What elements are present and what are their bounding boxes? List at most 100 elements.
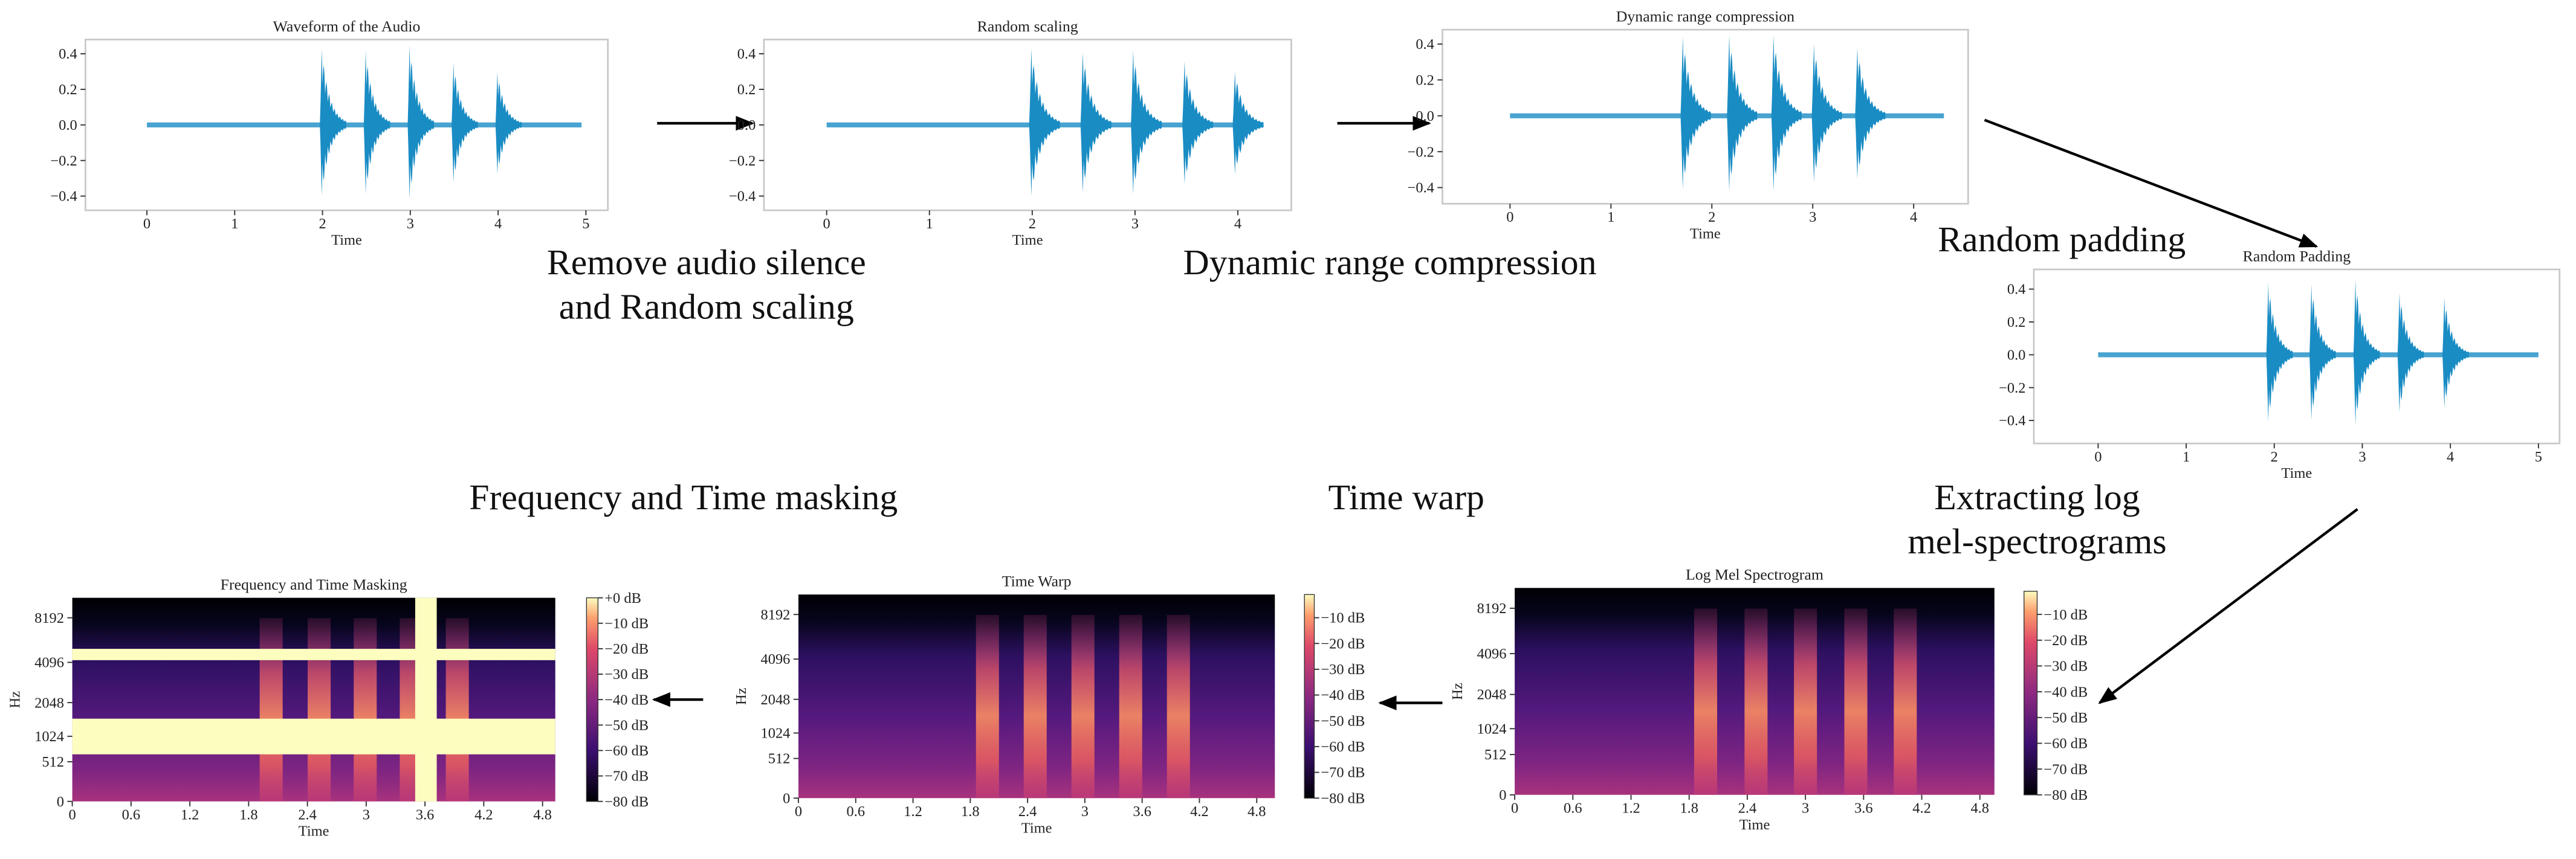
waveform-burst [2353, 279, 2380, 425]
x-tick-label: 3 [407, 216, 414, 232]
x-tick-label: 4.2 [1912, 800, 1931, 817]
x-tick-label: 0 [2094, 449, 2102, 465]
y-tick-label: 8192 [761, 606, 791, 623]
panel-title: Log Mel Spectrogram [1686, 566, 1824, 584]
spectrogram-event [1071, 614, 1095, 799]
x-tick-label: 5 [2535, 449, 2542, 465]
x-tick-label: 3 [1081, 803, 1089, 820]
colorbar-tick-label: +0 dB [604, 590, 641, 606]
x-tick-label: 3.6 [1854, 800, 1873, 817]
panel-title: Random Padding [2243, 247, 2351, 265]
y-tick-label: 8192 [34, 610, 64, 626]
colorbar-tick-label: −40 dB [2044, 684, 2088, 700]
spectrogram-event [1894, 608, 1917, 795]
time-mask [415, 597, 437, 802]
waveform-burst [407, 45, 435, 200]
y-tick-label: 0 [1499, 787, 1506, 803]
step-label: Random padding [1938, 219, 2186, 259]
x-tick-label: 4.8 [1248, 803, 1266, 820]
waveform-burst [1080, 52, 1112, 193]
spectrogram-event [1167, 614, 1190, 799]
colorbar [586, 597, 599, 802]
x-tick-label: 3 [1131, 216, 1139, 232]
y-tick-label: 0.0 [2007, 347, 2026, 363]
x-axis-label: Time [1012, 232, 1043, 248]
colorbar-tick-label: −30 dB [2044, 658, 2088, 675]
colorbar-tick-label: −80 dB [1321, 790, 1365, 806]
x-tick-label: 4.2 [1190, 803, 1209, 820]
colorbar-tick-label: −40 dB [1321, 687, 1365, 704]
waveform-burst [1811, 43, 1842, 183]
x-tick-label: 0.6 [122, 807, 141, 823]
waveform-burst [1182, 60, 1214, 185]
y-tick-label: 4096 [34, 655, 64, 671]
x-tick-label: 2.4 [298, 807, 317, 823]
y-tick-label: 1024 [1477, 721, 1507, 737]
step-label: Time warp [1328, 477, 1484, 517]
colorbar-tick-label: −70 dB [1321, 765, 1365, 781]
step-label: Remove audio silence and Random scaling [547, 242, 866, 326]
colorbar-tick-label: −50 dB [1321, 713, 1365, 729]
panel: Time Warp Time Hz −10 dB −20 dB −30 dB −40 dB −… [733, 573, 1365, 837]
y-tick-label: 1024 [34, 729, 64, 745]
step-label-line: Extracting log [1934, 477, 2140, 517]
y-tick-label: 0 [783, 790, 790, 806]
x-tick-label: 4 [2447, 449, 2454, 465]
panel-title: Random scaling [977, 18, 1078, 35]
spectrogram-event [259, 618, 283, 802]
panel: Random Padding Time 0 1 2 3 4 5 0.4 0.2 0.0 −0.2 −0.… [1999, 247, 2561, 481]
colorbar-tick-label: −20 dB [604, 641, 649, 657]
panel: Waveform of the Audio Time 0 1 2 3 4 5 0.4 0.2 0.0… [50, 18, 609, 248]
panel-title: Frequency and Time Masking [221, 576, 407, 593]
spectrogram-event [354, 618, 377, 802]
x-tick-label: 3.6 [416, 807, 435, 823]
spectrogram-event [1023, 614, 1047, 799]
x-tick-label: 4 [1910, 209, 1917, 225]
x-tick-label: 3.6 [1133, 803, 1151, 820]
waveform-burst [2266, 282, 2293, 422]
x-tick-label: 0 [68, 807, 76, 823]
y-tick-label: 0.0 [1416, 108, 1434, 124]
x-tick-label: 4.2 [474, 807, 493, 823]
spectrogram-event [1694, 608, 1717, 795]
y-axis-label: Hz [7, 691, 24, 709]
x-axis-label: Time [1739, 817, 1770, 833]
x-tick-label: 3 [1802, 800, 1809, 817]
waveform-burst [1029, 48, 1060, 196]
x-tick-label: 0 [1511, 800, 1518, 817]
x-tick-label: 0 [1506, 209, 1513, 225]
x-tick-label: 4.8 [533, 807, 552, 823]
y-tick-label: −0.4 [50, 188, 77, 205]
y-tick-label: 0.0 [59, 117, 77, 134]
panel: Frequency and Time Masking Time Hz +0 dB −10… [7, 576, 649, 840]
colorbar-tick-label: −80 dB [2044, 787, 2088, 803]
y-axis-label: Hz [733, 687, 749, 705]
colorbar-tick-label: −10 dB [2044, 606, 2088, 623]
x-tick-label: 5 [582, 216, 589, 232]
colorbar-tick-label: −60 dB [604, 743, 649, 759]
x-axis-label: Time [1690, 225, 1721, 242]
x-tick-label: 4.8 [1970, 800, 1989, 817]
x-tick-label: 2.4 [1018, 803, 1037, 820]
step-label-line: Remove audio silence [547, 242, 866, 282]
spectrogram-event [1794, 608, 1817, 795]
step-label-line: Dynamic range compression [1183, 242, 1597, 282]
x-tick-label: 0 [143, 216, 150, 232]
x-tick-label: 1 [231, 216, 238, 232]
step-label-line: and Random scaling [559, 287, 854, 327]
x-tick-label: 0 [795, 803, 802, 820]
waveform-burst [2309, 284, 2336, 421]
colorbar-tick-label: −30 dB [1321, 661, 1365, 678]
colorbar [2024, 591, 2038, 796]
y-tick-label: 0.0 [737, 117, 756, 134]
x-tick-label: 2 [1029, 216, 1036, 232]
arrow [2098, 508, 2358, 704]
panel-title: Dynamic range compression [1616, 8, 1794, 25]
x-tick-label: 4 [1234, 216, 1241, 232]
x-tick-label: 0.6 [846, 803, 865, 820]
y-tick-label: −0.2 [1999, 380, 2025, 396]
y-tick-label: 4096 [761, 651, 791, 668]
panel-title: Time Warp [1002, 573, 1072, 590]
waveform-burst [1680, 37, 1711, 190]
